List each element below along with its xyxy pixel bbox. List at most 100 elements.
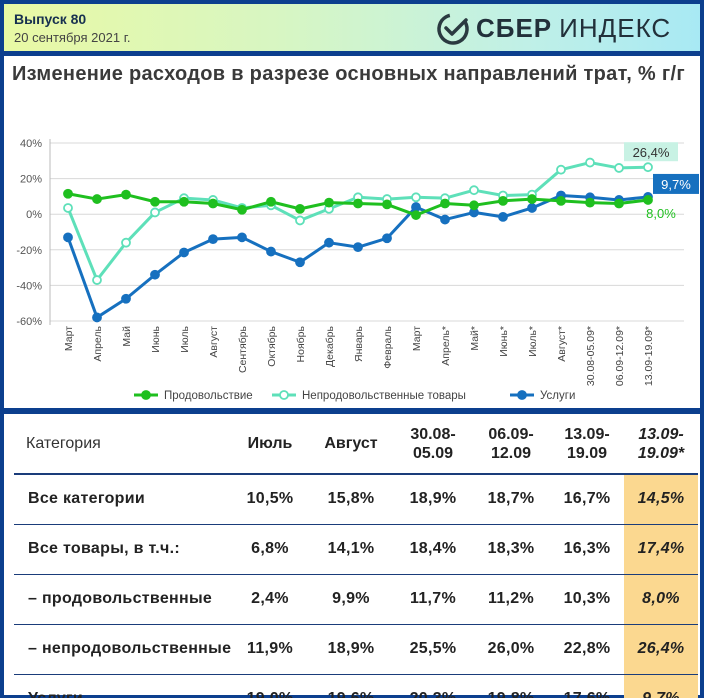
y-tick-label: -40% (16, 280, 42, 292)
data-point (295, 257, 305, 268)
table-cell: 6,8% (251, 540, 289, 557)
header-july: Июль (247, 435, 293, 452)
legend-swatch-marker (517, 390, 527, 400)
row-label: Все категории (28, 490, 146, 508)
table-cell: 20,3% (394, 674, 472, 698)
data-point (614, 163, 624, 173)
chart-panel: -60% -40% -20% 0% 20% 40% Март Апрель Май Июнь Июл… (4, 56, 700, 408)
legend-label: Услуги (540, 390, 575, 402)
data-point (556, 195, 566, 206)
data-point (92, 275, 102, 285)
data-point (324, 197, 334, 208)
table-cell: 26,0% (487, 640, 535, 657)
data-point (295, 215, 305, 226)
data-point (266, 196, 276, 207)
header-week-3-adjusted: 13.09- 19.09* (637, 425, 685, 462)
y-tick-label: 0% (26, 209, 42, 221)
y-tick-label: -60% (16, 316, 42, 328)
table-cell: 17,6% (550, 674, 624, 698)
report-header: Выпуск 80 20 сентября 2021 г. СБЕР ИНДЕК… (4, 4, 700, 51)
x-tick-label: Март (411, 326, 423, 351)
x-tick-label: Сентябрь (237, 325, 249, 373)
x-tick-label: Апрель* (440, 326, 452, 366)
x-tick-label: Октябрь (266, 325, 278, 366)
x-tick-label: Ноябрь (295, 325, 307, 362)
sber-check-icon (437, 12, 469, 45)
data-point (121, 237, 131, 248)
data-point (63, 188, 73, 199)
table-cell: 18,9% (327, 640, 375, 657)
brand-logo: СБЕР ИНДЕКС (436, 12, 671, 45)
header-week-3: 13.09- 19.09 (564, 425, 610, 462)
end-label-food: 8,0% (646, 206, 676, 221)
data-point (556, 164, 566, 175)
table-cell: 9,9% (332, 590, 370, 607)
table-header-row: Категория Июль Август 30.08- 05.09 06.09-… (14, 414, 698, 474)
x-tick-label: Апрель (92, 325, 104, 361)
x-tick-label: Июнь (150, 325, 162, 352)
x-tick-label: Февраль (382, 325, 394, 368)
table-cell: 22,8% (563, 640, 611, 657)
y-tick-label: 20% (20, 174, 42, 186)
data-point (266, 246, 276, 257)
header-category: Категория (26, 435, 101, 452)
y-tick-label: -20% (16, 245, 42, 257)
end-label-services: 9,7% (661, 177, 691, 192)
table-cell: 14,5% (624, 474, 698, 524)
data-point (295, 203, 305, 214)
y-tick-label: 40% (20, 138, 42, 150)
table-cell: 11,7% (410, 590, 456, 607)
legend-label: Продовольствие (164, 390, 253, 402)
issue-date: 20 сентября 2021 г. (14, 30, 131, 45)
table-cell: 9,7% (624, 674, 698, 698)
table-cell: 19,0% (232, 674, 308, 698)
table-cell: 18,4% (409, 540, 457, 557)
table-cell: 17,4% (624, 524, 698, 574)
table-cell: 8,0% (624, 574, 698, 624)
row-label: Все товары, в т.ч.: (28, 540, 180, 557)
legend-swatch-marker (141, 390, 151, 400)
data-point (411, 192, 421, 203)
row-label: – продовольственные (28, 590, 213, 607)
x-tick-label: Декабрь (324, 325, 336, 366)
spending-table: Категория Июль Август 30.08- 05.09 06.09-… (14, 414, 698, 698)
data-point (585, 197, 595, 208)
row-label: Услуги (14, 674, 232, 698)
row-label: – непродовольственные (28, 640, 232, 657)
data-point (179, 247, 189, 258)
table-cell: 10,3% (563, 590, 611, 607)
legend-swatch-marker (279, 390, 289, 400)
x-tick-label: Август* (556, 326, 568, 362)
table-cell: 19,8% (472, 674, 550, 698)
x-tick-label: Май (121, 326, 133, 347)
data-point (382, 199, 392, 210)
data-point (237, 232, 247, 243)
table-row: Все товары, в т.ч.: 6,8% 14,1% 18,4% 18,3% 16… (14, 524, 698, 574)
table-cell: 18,3% (487, 540, 535, 557)
data-point (585, 157, 595, 168)
data-point (353, 242, 363, 253)
table-row: – непродовольственные 11,9% 18,9% 25,5% 26,0… (14, 624, 698, 674)
data-point (208, 198, 218, 209)
table-cell: 10,5% (246, 490, 294, 508)
data-point (121, 293, 131, 304)
data-point (179, 196, 189, 207)
data-point (150, 269, 160, 280)
data-point (411, 210, 421, 220)
data-point (353, 198, 363, 209)
x-tick-label: Август (208, 326, 220, 358)
series-line (66, 161, 649, 282)
table-cell: 26,4% (624, 624, 698, 674)
header-august: Август (324, 435, 378, 452)
brand-name: СБЕР (476, 13, 553, 43)
data-point (92, 312, 102, 323)
end-label-nonfood: 26,4% (633, 145, 670, 160)
data-point (440, 198, 450, 209)
x-tick-label: Июль (179, 325, 191, 352)
x-tick-label: Январь (353, 325, 365, 362)
line-chart: -60% -40% -20% 0% 20% 40% Март Апрель Май Июнь Июл… (16, 138, 699, 402)
header-week-2: 06.09- 12.09 (488, 425, 534, 462)
table-cell: 16,7% (563, 490, 611, 508)
data-point (498, 195, 508, 206)
data-point (498, 211, 508, 222)
